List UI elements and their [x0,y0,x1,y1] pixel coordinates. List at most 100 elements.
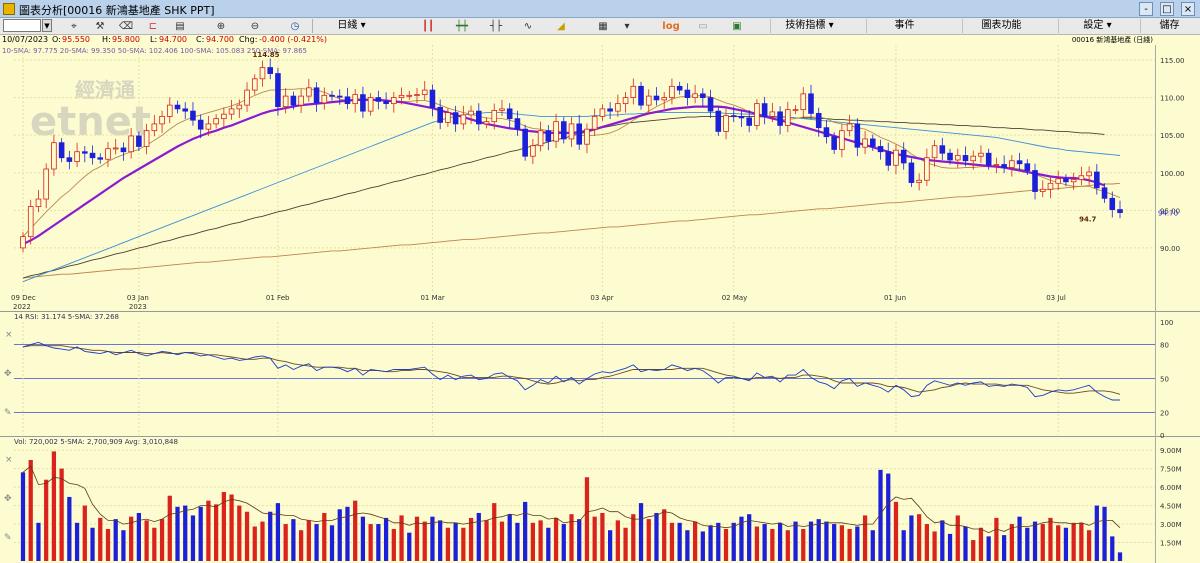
candle-body [228,108,235,115]
chart-svg[interactable]: 10/07/2023 O: 95.550 H: 95.800 L: 94.700… [0,35,1200,563]
x-tick-year-label: 2022 [13,303,31,311]
volume-bar [839,525,845,561]
candle-body [259,67,266,80]
candle-body [800,93,807,111]
volume-edit-icon[interactable]: ✎ [4,533,12,543]
rsi-move-icon[interactable]: ✥ [4,369,12,379]
volume-bar [553,517,559,561]
volume-close-icon[interactable]: × [5,455,13,465]
zoom-out-icon[interactable]: ⊖ [250,21,260,32]
candle-body [43,168,49,200]
log-scale-button[interactable]: log [662,21,680,32]
volume-bar [785,530,790,561]
restore-button[interactable]: □ [1160,2,1174,16]
volume-bar [986,536,991,561]
volume-y-tick-label: 7.50M [1160,466,1182,474]
volume-bar [322,512,327,561]
volume-bar [414,516,420,561]
candle-body [1070,179,1077,183]
volume-bar [105,528,111,561]
indicators-menu[interactable]: 技術指標 ▾ [770,19,848,33]
rsi-close-icon[interactable]: × [5,330,13,340]
export-icon[interactable]: ▣ [732,21,742,32]
symbol-input[interactable] [3,19,41,32]
candle-body [692,93,698,99]
symbol-dropdown-button[interactable]: ▼ [42,19,52,32]
volume-bar [183,505,188,561]
volume-bar [932,531,937,561]
x-tick-label: 01 Jun [884,294,906,302]
chart-area[interactable]: 10/07/2023 O: 95.550 H: 95.800 L: 94.700… [0,35,1200,563]
candle-body [336,95,343,98]
candle-body [406,94,413,97]
volume-bar [770,528,775,561]
candle-body [684,89,691,99]
mountain-chart-icon[interactable]: ◢ [557,21,565,32]
chart-functions-menu[interactable]: 圖表功能 [962,19,1040,33]
candle-body [499,108,505,111]
volume-bar [1086,530,1092,561]
price-pane[interactable]: 115.00 110.00 105.00 100.00 95.00 90.00 09 Dec… [11,45,1185,311]
grid-dropdown-icon[interactable]: ▾ [624,21,630,32]
chart-settings-icon[interactable]: ▤ [175,21,185,32]
price-y-tick-label: 90.00 [1160,245,1180,253]
info-open-value: 95.550 [62,35,90,44]
volume-bar [1094,505,1099,561]
volume-bar [561,524,566,561]
candle-body [166,104,173,117]
candle-body [213,118,219,125]
watermark-chinese: 經濟通 [75,78,135,102]
crosshair-tool-icon[interactable]: ⌖ [71,21,77,32]
volume-bar [924,524,929,561]
candle-body [506,108,513,120]
volume-bar [862,515,868,561]
x-tick-label: 09 Dec [11,294,36,302]
volume-bar [314,524,319,561]
volume-move-icon[interactable]: ✥ [4,494,12,504]
volume-bar [507,514,512,561]
candle-body [244,89,250,106]
interval-select[interactable]: 日綫 ▾ [312,19,390,33]
candle-body [591,115,598,130]
events-menu[interactable]: 事件 [866,19,942,33]
volume-bar [175,506,180,561]
clock-icon[interactable]: ◷ [290,21,300,32]
candle-body [908,162,915,183]
volume-bar [198,506,203,561]
close-button[interactable]: × [1181,2,1195,16]
candle-body [82,151,88,154]
volume-y-tick-label: 6.00M [1160,484,1182,492]
candle-body [599,108,606,117]
volume-bar [1102,506,1107,561]
fibonacci-icon[interactable]: ⊏ [148,21,158,32]
candle-body [993,164,1000,166]
draw-tools-icon[interactable]: ⚒ [95,21,105,32]
grid-icon[interactable]: ▦ [598,21,608,32]
candle-body [645,95,652,106]
candle-body [174,104,181,110]
zoom-in-icon[interactable]: ⊕ [216,21,226,32]
candle-body [1032,170,1038,192]
rsi-edit-icon[interactable]: ✎ [4,408,12,418]
volume-bar [638,503,644,561]
candle-body [391,97,397,105]
candlestick-icon[interactable]: ┃┃ [421,21,435,32]
volume-bar [677,522,682,561]
volume-bar [754,526,760,561]
candle-body [545,130,552,142]
settings-menu[interactable]: 設定 ▾ [1058,19,1136,33]
eraser-icon[interactable]: ⌫ [118,21,134,32]
candle-body [653,95,660,101]
save-button[interactable]: 儲存 [1140,19,1198,33]
candle-body [885,151,892,166]
minimize-button[interactable]: - [1139,2,1153,16]
volume-bar [399,515,404,561]
bar-chart-icon[interactable]: ┤├ [489,21,503,32]
volume-bar [98,517,103,561]
percent-scale-icon[interactable]: ▭ [698,21,708,32]
volume-pane[interactable]: 9.00M 7.50M 6.00M 4.50M 3.00M 1.50M [14,447,1182,561]
volume-bar [631,514,636,561]
ohlc-bar-icon[interactable]: ┿┿ [455,21,469,32]
line-chart-icon[interactable]: ∿ [523,21,533,32]
rsi-pane[interactable]: 100 80 50 20 0 [14,319,1173,440]
